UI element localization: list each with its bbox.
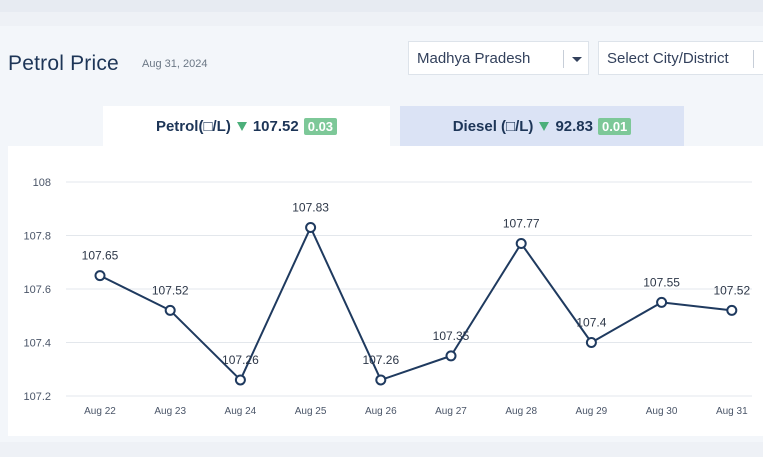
y-tick-label: 107.8 [23,231,51,243]
y-tick-label: 107.6 [23,284,51,296]
data-point [164,304,176,316]
city-select[interactable]: Select City/District [598,41,763,75]
series-line [99,226,732,381]
page-title: Petrol Price [8,52,119,75]
data-label: 107.35 [433,329,470,343]
x-tick-label: Aug 27 [435,406,467,417]
data-label: 107.83 [292,200,329,214]
data-point [515,238,527,250]
x-tick-label: Aug 23 [154,406,186,417]
price-date: Aug 31, 2024 [142,58,208,70]
x-tick-label: Aug 24 [225,406,257,417]
data-point [94,270,106,282]
data-point [234,374,246,386]
x-tick-label: Aug 29 [576,406,608,417]
chevron-down-icon[interactable] [572,57,582,62]
top-strip [0,0,763,12]
tab-petrol-change-badge: 0.03 [303,117,338,135]
data-label: 107.77 [503,217,540,231]
x-tick-label: Aug 22 [84,406,116,417]
y-tick-label: 108 [33,177,51,189]
select-divider [563,50,564,68]
y-tick-label: 107.2 [23,391,51,403]
data-point [585,337,597,348]
city-select-value: Select City/District [607,49,729,67]
state-select[interactable]: Madhya Pradesh [408,41,589,75]
tab-diesel-label: Diesel (□/L) [452,117,534,135]
tab-diesel[interactable]: Diesel (□/L) 92.83 0.01 [400,106,684,146]
data-point [305,221,317,233]
data-label: 107.52 [152,283,189,297]
data-label: 107.55 [643,275,680,289]
x-tick-label: Aug 28 [505,406,537,417]
x-tick-label: Aug 30 [646,406,678,417]
x-tick-label: Aug 25 [295,406,327,417]
select-divider [753,50,754,68]
data-point [656,296,668,308]
tab-petrol-price: 107.52 [252,117,299,135]
x-tick-label: Aug 26 [365,406,397,417]
data-point [375,374,387,386]
tab-petrol-label: Petrol(□/L) [155,117,231,135]
x-tick-label: Aug 31 [716,406,748,417]
data-label: 107.65 [82,249,119,263]
state-select-value: Madhya Pradesh [417,49,531,67]
y-tick-label: 107.4 [23,338,51,350]
data-label: 107.4 [576,316,606,330]
data-point [445,350,457,362]
data-label: 107.26 [362,353,399,367]
tab-petrol[interactable]: Petrol(□/L) 107.52 0.03 [103,106,390,146]
down-arrow-icon [236,121,247,131]
tab-diesel-change-badge: 0.01 [597,117,632,135]
down-arrow-icon [539,121,550,131]
price-chart-area [8,146,763,436]
data-label: 107.26 [222,353,259,367]
data-point [726,304,738,316]
data-label: 107.52 [713,283,750,297]
tab-diesel-price: 92.83 [555,117,593,135]
